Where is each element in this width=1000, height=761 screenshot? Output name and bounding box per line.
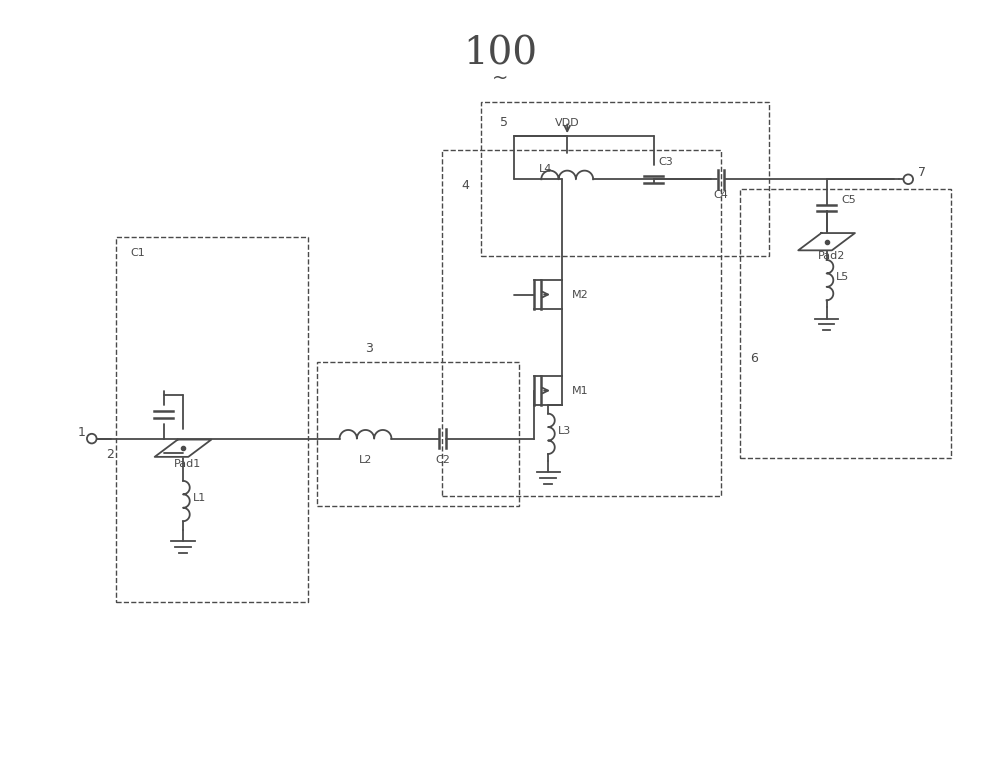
Text: Pad1: Pad1 xyxy=(174,460,201,470)
Text: 3: 3 xyxy=(366,342,373,355)
Text: L1: L1 xyxy=(193,493,206,503)
Text: L3: L3 xyxy=(558,426,571,436)
Text: 6: 6 xyxy=(750,352,758,365)
Text: 1: 1 xyxy=(77,425,85,439)
Text: 100: 100 xyxy=(463,36,537,73)
Text: L4: L4 xyxy=(538,164,552,174)
Text: M1: M1 xyxy=(572,386,589,396)
Text: L5: L5 xyxy=(836,272,849,282)
Text: 2: 2 xyxy=(106,447,114,461)
Text: C3: C3 xyxy=(658,157,673,167)
Text: 7: 7 xyxy=(918,167,926,180)
Text: Pad2: Pad2 xyxy=(818,251,845,261)
Text: C5: C5 xyxy=(841,196,856,205)
Text: M2: M2 xyxy=(572,289,589,300)
Text: L2: L2 xyxy=(359,454,372,465)
Text: C2: C2 xyxy=(435,454,450,465)
Text: 5: 5 xyxy=(500,116,508,129)
Text: C4: C4 xyxy=(713,190,728,200)
Text: VDD: VDD xyxy=(555,119,580,129)
Text: ~: ~ xyxy=(492,69,508,88)
Text: 4: 4 xyxy=(462,179,469,192)
Text: C1: C1 xyxy=(130,248,145,258)
